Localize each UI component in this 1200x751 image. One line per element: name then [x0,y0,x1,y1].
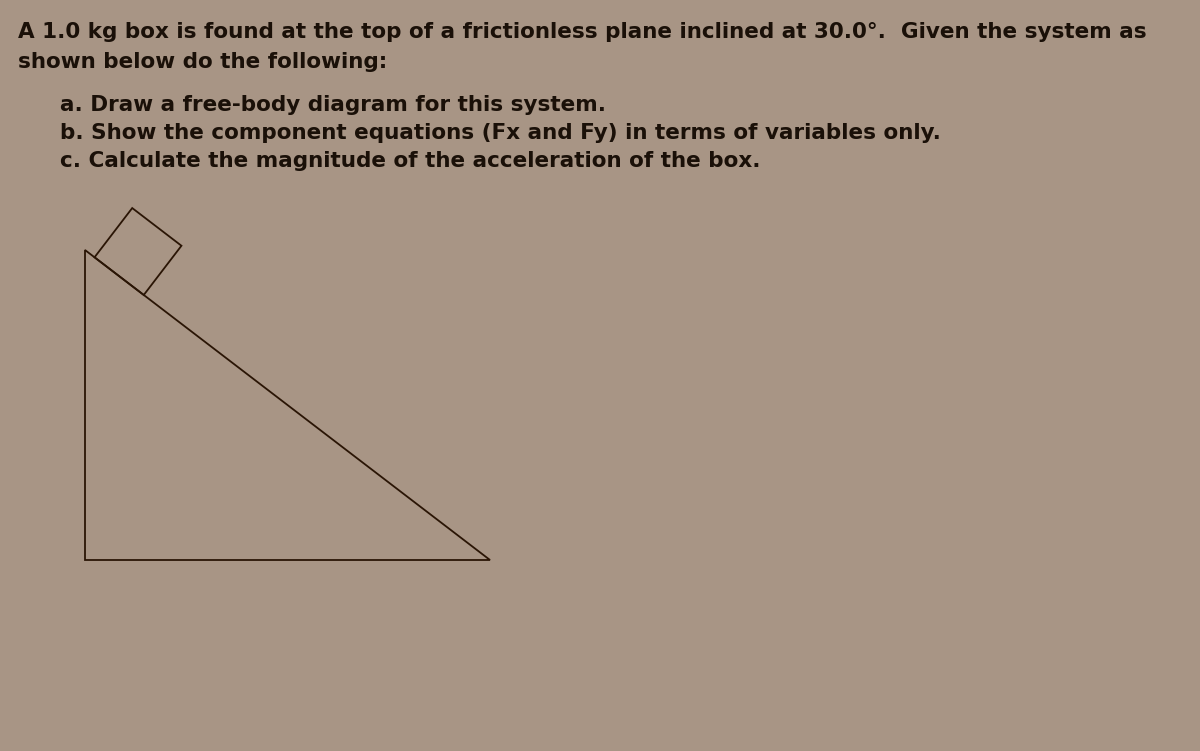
Text: A 1.0 kg box is found at the top of a frictionless plane inclined at 30.0°.  Giv: A 1.0 kg box is found at the top of a fr… [18,22,1147,42]
Text: b. Show the component equations (Fx and Fy) in terms of variables only.: b. Show the component equations (Fx and … [60,123,941,143]
Text: shown below do the following:: shown below do the following: [18,52,388,72]
Text: a. Draw a free-body diagram for this system.: a. Draw a free-body diagram for this sys… [60,95,606,115]
Text: c. Calculate the magnitude of the acceleration of the box.: c. Calculate the magnitude of the accele… [60,151,761,171]
